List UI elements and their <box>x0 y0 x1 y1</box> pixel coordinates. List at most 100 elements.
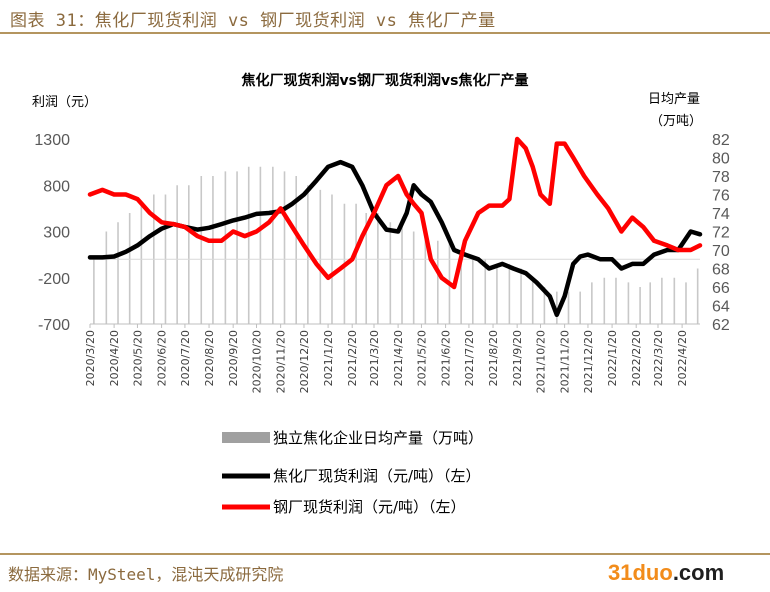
right-tick-label: 62 <box>712 317 730 334</box>
production-bar <box>639 287 641 324</box>
logo-part-word: duo <box>632 560 673 585</box>
x-tick-label: 2020/9/20 <box>227 330 240 386</box>
top-rule <box>0 32 770 34</box>
x-tick-label: 2020/12/20 <box>298 330 311 393</box>
right-axis-label-line1: 日均产量 <box>648 92 700 107</box>
production-bar <box>365 213 368 324</box>
production-bar <box>355 203 357 324</box>
production-bar <box>377 213 379 324</box>
production-bar <box>93 259 95 324</box>
production-bar <box>484 259 487 324</box>
production-bar <box>140 203 143 324</box>
x-tick-label: 2020/3/20 <box>84 330 97 386</box>
x-tick-label: 2021/2/20 <box>346 330 359 386</box>
figure-caption: 图表 31：焦化厂现货利润 vs 钢厂现货利润 vs 焦化厂产量 <box>10 11 496 31</box>
production-bar <box>176 185 178 324</box>
right-tick-label: 76 <box>712 188 730 205</box>
production-bar <box>283 171 286 324</box>
left-tick-label: -700 <box>38 317 70 334</box>
production-bar <box>567 291 570 324</box>
production-bar <box>212 176 214 324</box>
production-bar <box>531 277 534 324</box>
right-tick-label: 66 <box>712 280 730 297</box>
source-note: 数据来源：MySteel，混沌天成研究院 <box>8 565 284 584</box>
production-bar <box>247 166 250 324</box>
production-bar <box>673 277 676 324</box>
production-bar <box>105 231 108 324</box>
production-bar <box>412 231 415 324</box>
production-bar <box>236 171 238 324</box>
x-tick-label: 2020/5/20 <box>131 330 144 386</box>
x-tick-label: 2022/3/20 <box>652 330 665 386</box>
x-tick-label: 2021/8/20 <box>487 330 500 386</box>
profit-lines <box>87 136 703 318</box>
production-bar <box>188 185 190 324</box>
legend-swatch-production <box>222 432 270 443</box>
production-bar <box>295 176 297 324</box>
x-tick-label: 2020/8/20 <box>203 330 216 386</box>
right-tick-label: 82 <box>712 132 730 149</box>
legend-label-steel: 钢厂现货利润（元/吨）（左） <box>273 498 466 516</box>
right-tick-label: 72 <box>712 225 730 242</box>
x-tick-label: 2021/7/20 <box>463 330 476 386</box>
right-tick-label: 64 <box>712 299 730 316</box>
production-bar <box>401 222 403 324</box>
legend: 独立焦化企业日均产量（万吨） 焦化厂现货利润（元/吨）（左） 钢厂现货利润（元/… <box>222 429 483 516</box>
x-tick-label: 2020/6/20 <box>156 330 169 386</box>
production-bar <box>685 282 687 324</box>
x-tick-label: 2022/1/20 <box>606 330 619 386</box>
production-bar <box>200 176 203 324</box>
production-bar <box>436 240 439 324</box>
x-tick-label: 2020/11/20 <box>275 330 288 393</box>
production-bar <box>460 250 462 324</box>
right-tick-label: 80 <box>712 151 730 168</box>
production-bar <box>117 222 119 324</box>
production-bar <box>615 277 617 324</box>
production-bar <box>319 189 322 324</box>
production-bar <box>627 282 630 324</box>
production-bar <box>424 231 427 324</box>
x-tick-label: 2020/10/20 <box>251 330 264 393</box>
bottom-rule <box>0 553 770 555</box>
production-bar <box>556 291 558 324</box>
production-bar <box>591 282 593 324</box>
coke-profit-line <box>87 159 703 318</box>
production-bar <box>389 222 392 324</box>
x-tick-label: 2021/12/20 <box>582 330 595 393</box>
x-tick-label: 2021/1/20 <box>322 330 335 386</box>
logo-part-domain: .com <box>672 560 725 585</box>
right-tick-label: 68 <box>712 262 730 279</box>
x-tick-label: 2021/4/20 <box>392 330 405 386</box>
steel-profit-line <box>87 136 703 290</box>
production-bar <box>224 171 227 324</box>
x-tick-label: 2021/10/20 <box>534 330 547 393</box>
left-tick-label: 300 <box>43 225 70 242</box>
x-tick-label: 2021/11/20 <box>559 330 572 393</box>
legend-label-coke: 焦化厂现货利润（元/吨）（左） <box>273 467 481 485</box>
right-axis-label-line2: （万吨） <box>650 114 702 129</box>
logo-part-number: 31 <box>608 560 633 585</box>
right-tick-label: 74 <box>712 206 730 223</box>
left-tick-label: -200 <box>38 271 70 288</box>
right-tick-label: 70 <box>712 243 730 260</box>
production-bar <box>128 213 131 324</box>
x-tick-label: 2020/7/20 <box>179 330 192 386</box>
x-tick-label: 2021/9/20 <box>511 330 524 386</box>
x-tick-label: 2021/5/20 <box>415 330 428 386</box>
x-tick-label: 2021/6/20 <box>440 330 453 386</box>
production-bar <box>272 166 274 324</box>
production-bar <box>649 282 652 324</box>
production-bar <box>661 277 663 324</box>
left-tick-label: 800 <box>43 178 70 195</box>
production-bar <box>696 268 699 324</box>
production-bar <box>603 277 606 324</box>
production-bar <box>496 263 498 324</box>
left-axis-label: 利润（元） <box>32 95 97 110</box>
chart-title: 焦化厂现货利润vs钢厂现货利润vs焦化厂产量 <box>241 72 529 89</box>
production-bar <box>579 291 581 324</box>
production-bar <box>543 287 546 324</box>
x-tick-label: 2022/4/20 <box>676 330 689 386</box>
legend-label-production: 独立焦化企业日均产量（万吨） <box>273 429 483 447</box>
